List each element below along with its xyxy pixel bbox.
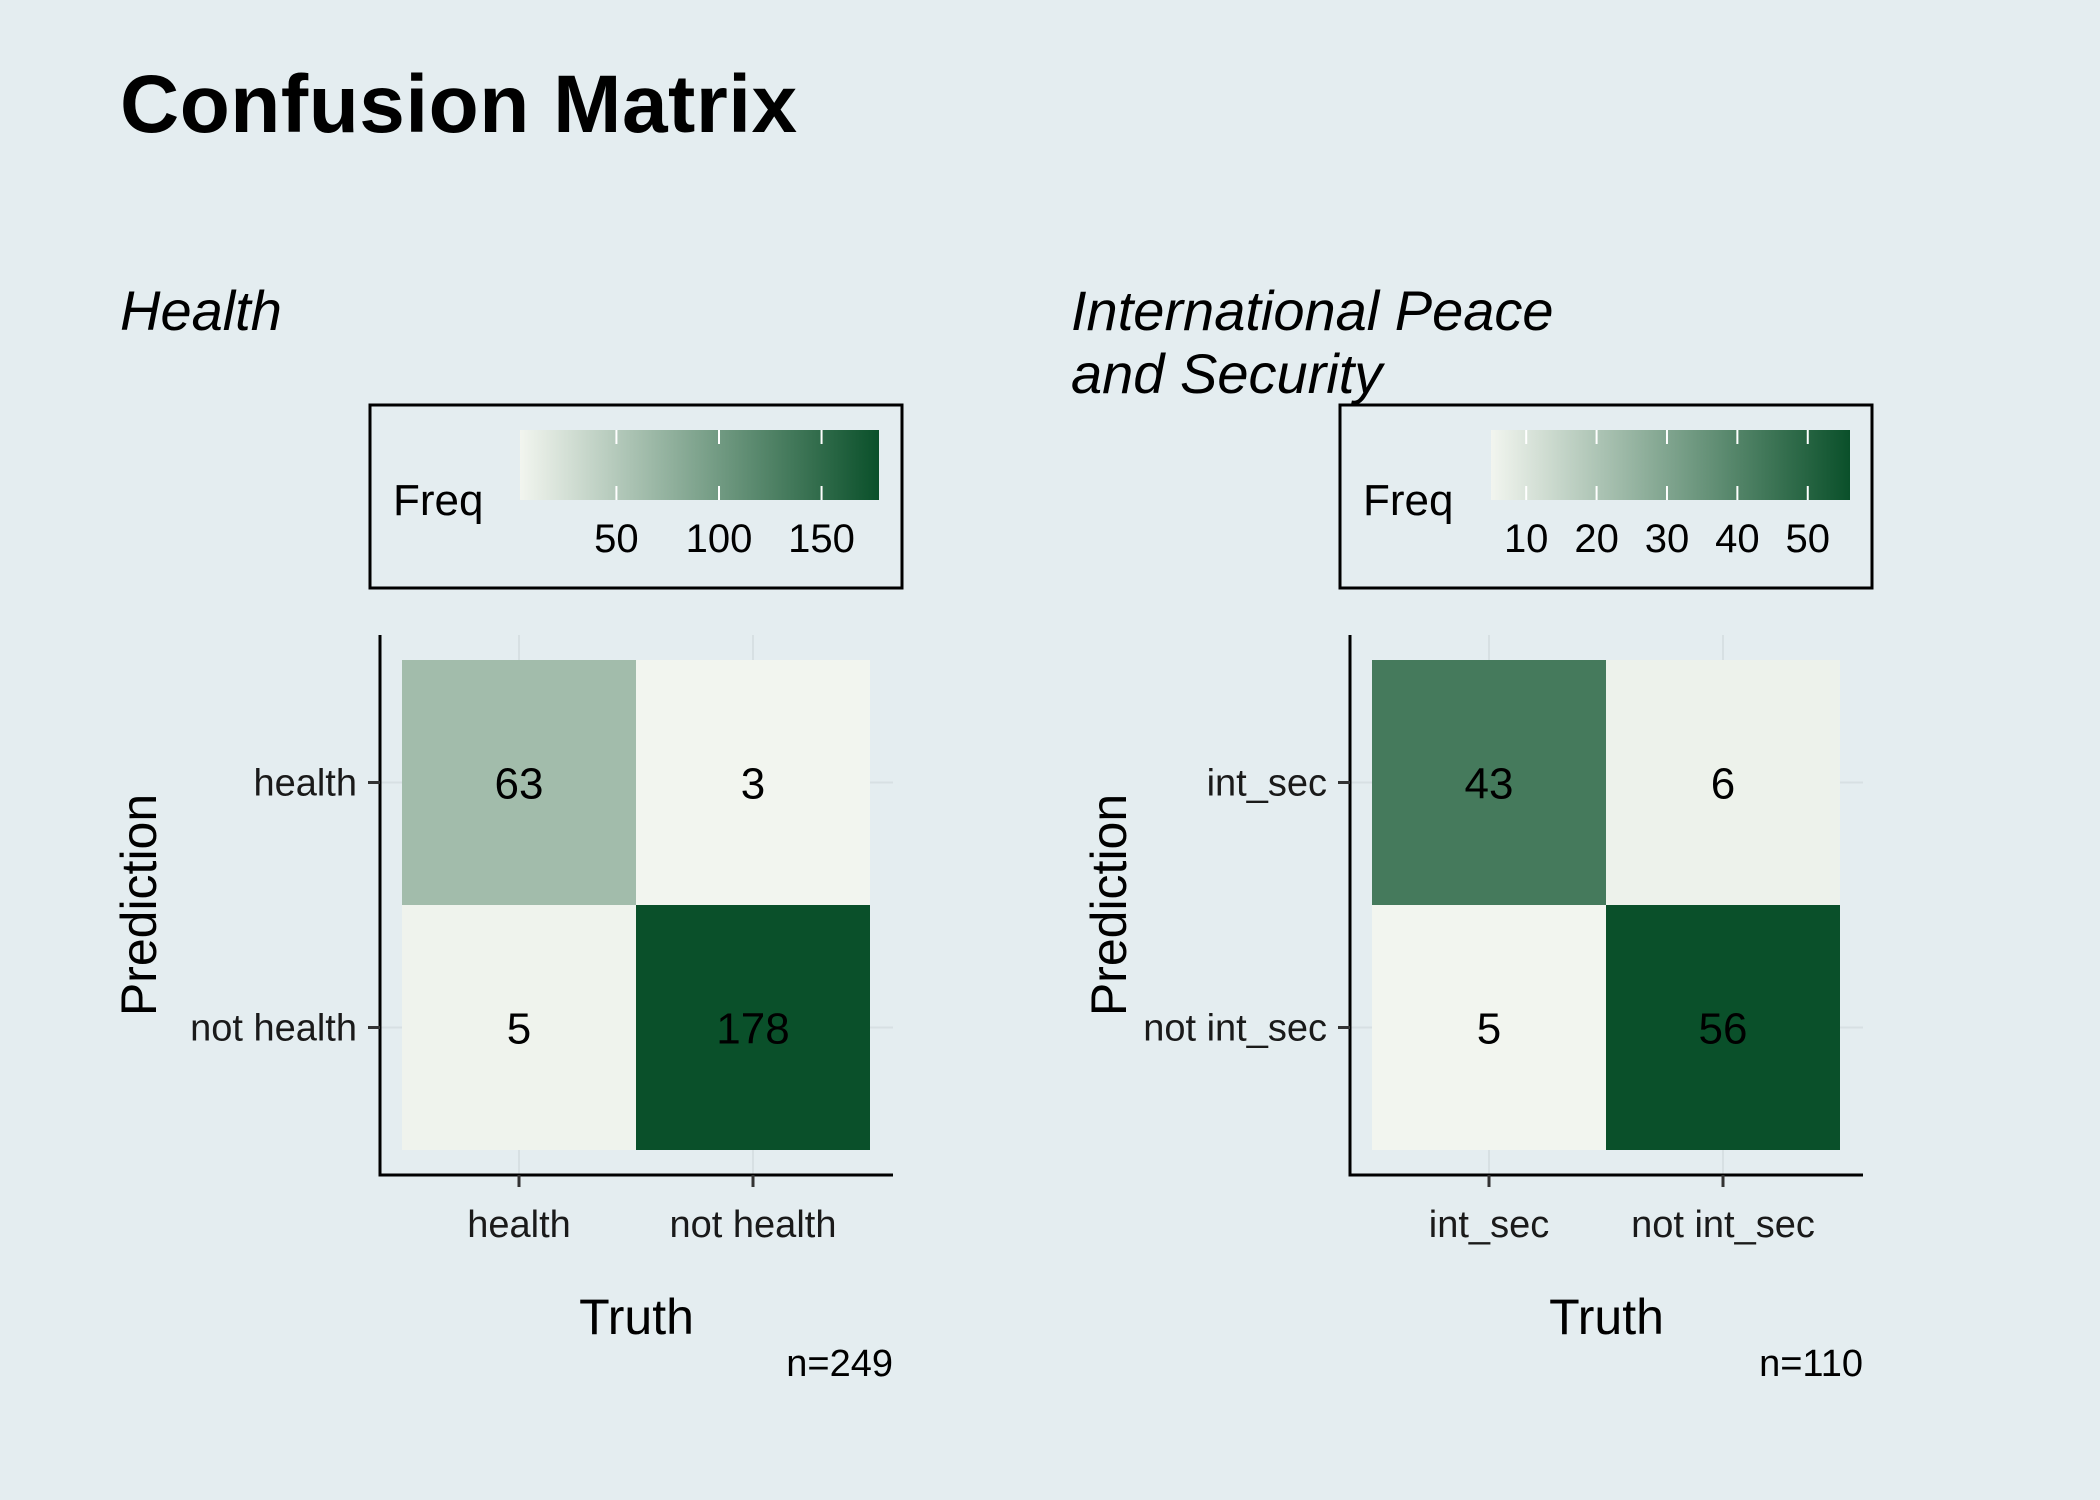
cell-value-label: 6 [1711, 760, 1735, 809]
x-axis-title: Truth [579, 1289, 694, 1345]
legend-tick-label: 10 [1504, 517, 1549, 561]
heatmap-cell [636, 660, 870, 905]
legend-tick-label: 100 [686, 517, 753, 561]
legend-title: Freq [393, 476, 483, 525]
x-axis-title: Truth [1549, 1289, 1664, 1345]
sample-size-caption: n=249 [786, 1343, 893, 1385]
cell-value-label: 56 [1699, 1005, 1748, 1054]
x-tick-label: not int_sec [1631, 1204, 1815, 1246]
heatmap-cell [402, 905, 636, 1150]
x-tick-label: int_sec [1429, 1204, 1549, 1246]
y-tick-label: not health [190, 1008, 357, 1050]
legend-box [1338, 403, 1874, 590]
heatmap-cell [1372, 905, 1606, 1150]
legend-colorbar [520, 430, 879, 500]
cell-value-label: 178 [716, 1005, 789, 1054]
heatmap-cell [402, 660, 636, 905]
legend-tick-label: 20 [1574, 517, 1619, 561]
cell-value-label: 5 [507, 1005, 531, 1054]
heatmap-cell [1606, 905, 1840, 1150]
cell-value-label: 43 [1465, 760, 1514, 809]
cell-value-label: 3 [741, 760, 765, 809]
cell-value-label: 63 [495, 760, 544, 809]
y-axis-title: Prediction [1081, 794, 1137, 1016]
heatmap-cell [636, 905, 870, 1150]
y-tick-label: health [253, 763, 357, 805]
heatmap-cell [1372, 660, 1606, 905]
page-title: Confusion Matrix [120, 59, 798, 150]
legend-colorbar [1491, 430, 1850, 500]
x-tick-label: health [467, 1204, 571, 1246]
x-tick-label: not health [670, 1204, 837, 1246]
sample-size-caption: n=110 [1759, 1343, 1863, 1385]
legend-box [368, 403, 904, 590]
legend-tick-label: 150 [788, 517, 855, 561]
legend-tick-label: 50 [1786, 517, 1831, 561]
legend-tick-label: 30 [1645, 517, 1690, 561]
cell-value-label: 5 [1477, 1005, 1501, 1054]
legend-tick-label: 40 [1715, 517, 1760, 561]
y-tick-label: int_sec [1207, 763, 1327, 805]
y-tick-label: not int_sec [1143, 1008, 1327, 1050]
legend-tick-label: 50 [594, 517, 639, 561]
legend-title: Freq [1363, 476, 1453, 525]
panel-subtitle: Health [120, 279, 282, 342]
y-axis-title: Prediction [111, 794, 167, 1016]
panel-subtitle: International Peace and Security [1071, 279, 1554, 405]
heatmap-cell [1606, 660, 1840, 905]
